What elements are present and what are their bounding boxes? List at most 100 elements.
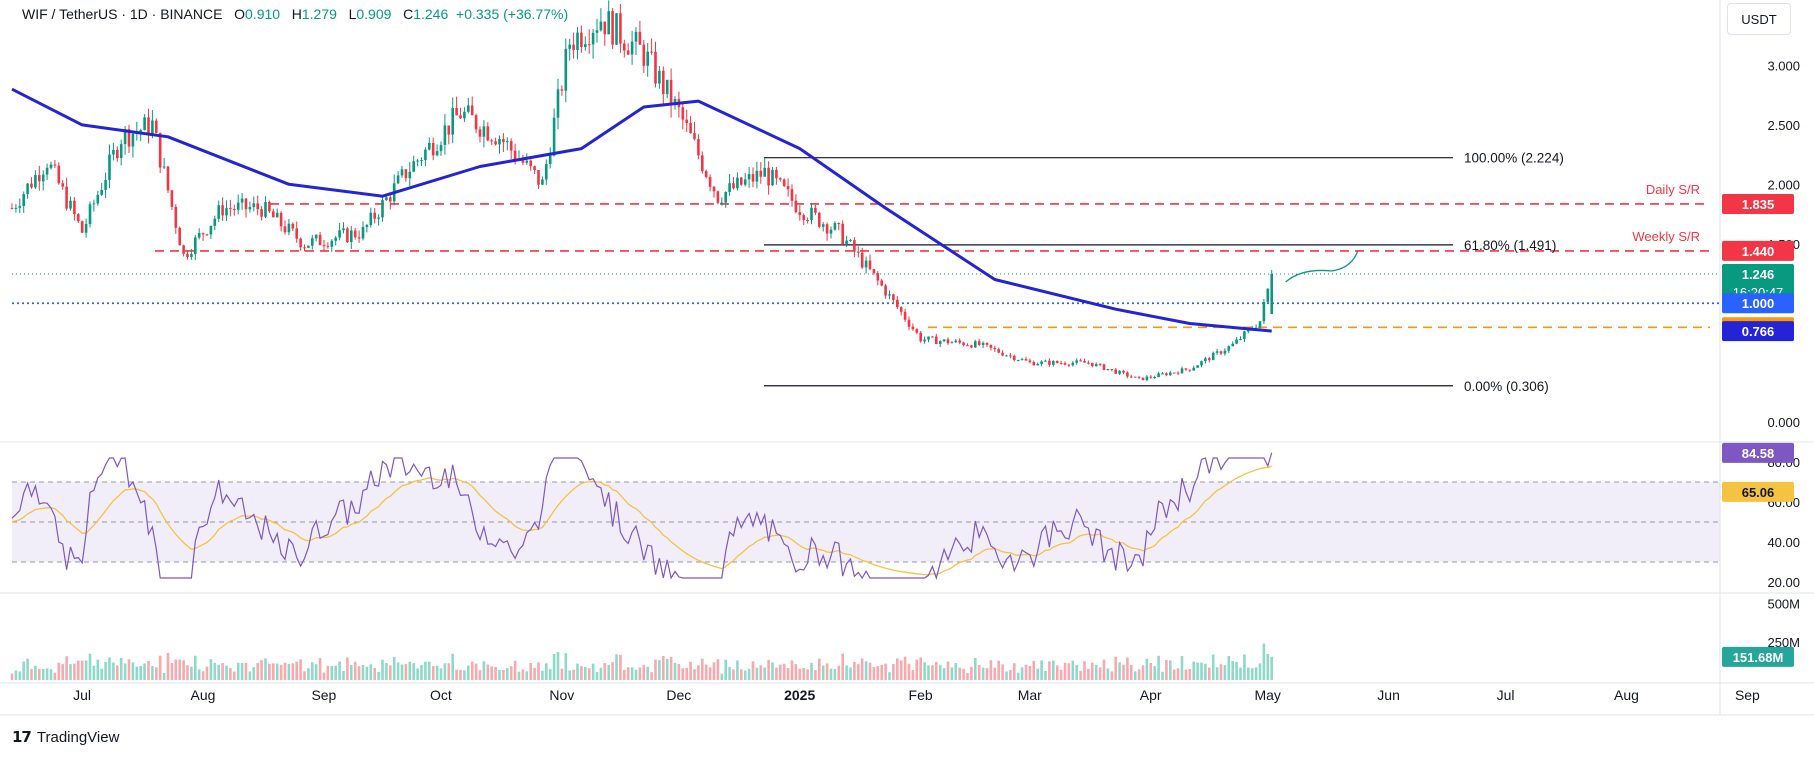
- volume-bar: [61, 664, 64, 680]
- candle: [935, 336, 938, 345]
- candle: [322, 245, 326, 247]
- volume-bar: [541, 670, 544, 680]
- candle: [1161, 373, 1164, 375]
- currency-unit-button[interactable]: USDT: [1727, 3, 1791, 35]
- candle: [829, 229, 833, 234]
- volume-bar: [751, 661, 755, 680]
- volume-bar: [467, 665, 470, 680]
- candle: [404, 169, 408, 179]
- volume-bar: [1250, 668, 1254, 680]
- volume-bar: [1235, 661, 1238, 680]
- volume-bar: [435, 665, 439, 680]
- candle: [381, 200, 384, 218]
- candle: [572, 44, 575, 51]
- time-tick-label: Nov: [549, 687, 574, 703]
- volume-bar: [205, 666, 209, 680]
- volume-bar: [1024, 664, 1028, 680]
- volume-bar: [311, 662, 314, 680]
- volume-bar: [439, 668, 443, 680]
- candle: [513, 150, 517, 160]
- volume-bar: [416, 668, 419, 680]
- candle: [724, 192, 727, 203]
- volume-bar: [548, 669, 552, 680]
- candle: [470, 105, 474, 116]
- volume-bar: [1114, 656, 1117, 680]
- candle: [1172, 372, 1176, 374]
- candle: [361, 226, 365, 239]
- volume-bar: [353, 661, 357, 680]
- candle: [279, 212, 283, 227]
- candle: [595, 30, 599, 33]
- volume-bar: [564, 653, 568, 680]
- volume-bar: [412, 663, 415, 680]
- volume-bar: [560, 668, 564, 680]
- symbol-label[interactable]: WIF / TetherUS · 1D · BINANCE: [22, 6, 223, 22]
- volume-bar: [720, 673, 724, 680]
- candle: [1270, 273, 1273, 314]
- time-tick-label: Apr: [1140, 687, 1162, 703]
- volume-bar: [342, 671, 345, 680]
- rsi-line: [11, 452, 1273, 581]
- candle: [919, 332, 922, 342]
- volume-bar: [1055, 665, 1059, 680]
- volume-bar: [673, 662, 677, 680]
- volume-bar: [525, 671, 529, 680]
- candle: [174, 206, 178, 228]
- candle: [478, 129, 482, 137]
- volume-bar: [229, 668, 232, 680]
- volume-bar: [556, 652, 560, 680]
- volume-bar: [131, 662, 135, 680]
- volume-bar: [108, 657, 111, 680]
- projection-path: [1285, 250, 1359, 283]
- volume-bar: [385, 663, 388, 680]
- candle: [701, 155, 704, 172]
- candle: [498, 139, 501, 145]
- candle: [77, 214, 80, 222]
- candle: [225, 208, 228, 216]
- volume-bar: [876, 666, 880, 680]
- candle: [868, 260, 872, 270]
- candle: [178, 227, 181, 246]
- volume-bar: [451, 653, 454, 680]
- volume-bar: [716, 659, 720, 680]
- candle: [1219, 351, 1223, 354]
- volume-bar: [1192, 661, 1195, 680]
- candle: [412, 161, 415, 172]
- volume-bar: [607, 664, 610, 680]
- volume-bar: [880, 664, 883, 680]
- candle: [236, 202, 240, 210]
- volume-bar: [704, 664, 708, 680]
- candle: [155, 120, 158, 133]
- volume-bar: [1165, 659, 1168, 680]
- candle: [985, 342, 989, 345]
- candle: [837, 223, 841, 225]
- candle: [611, 11, 614, 45]
- volume-bar: [279, 664, 283, 680]
- volume-bar: [57, 662, 61, 680]
- volume-bar: [322, 672, 326, 680]
- candle: [876, 273, 880, 281]
- volume-bar: [763, 667, 766, 680]
- volume-bar: [958, 667, 961, 680]
- volume-bar: [1270, 656, 1273, 680]
- volume-bar: [545, 663, 548, 680]
- candle: [1024, 359, 1028, 361]
- volume-bar: [1176, 668, 1180, 680]
- volume-bar: [1266, 653, 1270, 680]
- candle: [233, 208, 236, 210]
- candle: [275, 212, 279, 218]
- volume-bar: [884, 663, 887, 680]
- candle: [338, 230, 341, 238]
- tradingview-brand[interactable]: 𝟭𝟳 TradingView: [12, 728, 119, 747]
- badge-volume-bg: [1722, 646, 1794, 667]
- sr-annotation: Daily S/R: [1646, 182, 1700, 197]
- candle: [205, 234, 209, 236]
- volume-bar: [646, 666, 649, 680]
- volume-bar: [1126, 657, 1129, 680]
- candle: [252, 203, 256, 208]
- volume-bar: [724, 659, 727, 680]
- candle: [970, 345, 973, 348]
- candle: [1157, 373, 1160, 378]
- volume-bar: [1180, 656, 1184, 680]
